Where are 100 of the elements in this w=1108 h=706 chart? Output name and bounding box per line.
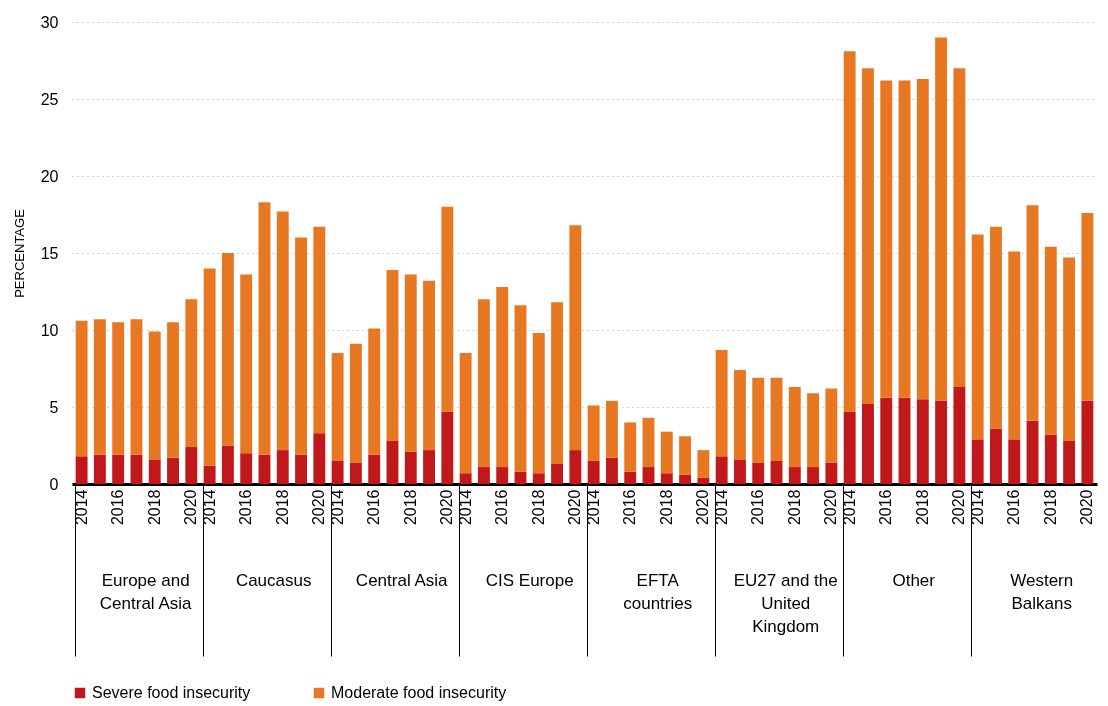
text: EU27 and the United Kingdom [733, 570, 838, 636]
x-tick-label: 2018 [1041, 489, 1059, 526]
x-tick-label: 2018 [657, 489, 675, 526]
bar [313, 226, 326, 434]
bar [825, 462, 838, 484]
bar [697, 450, 710, 478]
legend-label: Moderate food insecurity [331, 684, 507, 701]
x-tick-label: 2018 [401, 489, 419, 526]
x-tick-label: 2016 [877, 489, 895, 526]
bar [587, 405, 600, 461]
x-tick-label: 2020 [182, 489, 200, 526]
bar [1008, 439, 1021, 484]
bar [733, 370, 746, 460]
bar [953, 68, 966, 387]
bar [752, 377, 765, 463]
x-tick-label: 2016 [1005, 489, 1023, 526]
bar [916, 399, 929, 484]
text: Central Asia [355, 570, 449, 590]
bar [423, 280, 436, 451]
bar [75, 320, 88, 457]
y-tick-label: 20 [40, 167, 59, 185]
y-tick-label: 0 [49, 475, 59, 493]
bar [642, 467, 655, 484]
bar [990, 226, 1002, 429]
bar [1044, 434, 1057, 484]
bar [148, 459, 161, 484]
bar [715, 350, 728, 457]
bar [185, 299, 198, 448]
bar [404, 451, 417, 484]
bar [807, 467, 820, 484]
legend-label: Severe food insecurity [92, 684, 251, 701]
bar [349, 343, 362, 463]
bar [807, 393, 820, 468]
bar [569, 450, 582, 484]
bar [112, 322, 125, 455]
bar [697, 477, 710, 484]
x-tick-label: 2020 [822, 489, 840, 526]
x-tick-label: 2016 [493, 489, 511, 526]
bar [386, 440, 399, 484]
bar [386, 269, 399, 441]
bar [770, 377, 783, 461]
x-tick-label: 2016 [621, 489, 639, 526]
y-tick-label: 25 [40, 90, 59, 108]
bar [203, 268, 216, 466]
bar [167, 322, 179, 458]
bar [624, 471, 637, 484]
bar [477, 467, 490, 484]
bar [935, 400, 948, 484]
bar [1063, 440, 1076, 484]
bar [459, 473, 472, 484]
bar [551, 463, 564, 484]
x-tick-label: 2020 [566, 489, 584, 526]
bar [532, 333, 545, 474]
bar [496, 286, 509, 468]
bar [587, 460, 600, 484]
bar [898, 397, 911, 484]
bar [605, 457, 618, 484]
bar [1026, 420, 1039, 484]
bar [349, 462, 362, 484]
bar [240, 274, 253, 454]
bar [971, 234, 984, 440]
x-tick-label: 2016 [749, 489, 767, 526]
text: Europe and Central Asia [99, 570, 193, 613]
bar [258, 202, 271, 455]
x-tick-label: 2018 [913, 489, 931, 526]
x-tick-label: 2018 [273, 489, 291, 526]
y-axis-title: PERCENTAGE [11, 208, 27, 298]
bar [295, 237, 307, 455]
bar [221, 253, 234, 446]
bar [569, 225, 582, 451]
bar [916, 78, 929, 400]
bar [148, 331, 161, 460]
bar [331, 353, 344, 461]
bar [112, 454, 125, 484]
x-tick-label: 2020 [1078, 489, 1096, 526]
bar [843, 411, 856, 484]
bar [862, 68, 874, 404]
x-tick-label: 2018 [785, 489, 803, 526]
bar [331, 460, 344, 484]
bar [240, 453, 253, 484]
bar [1008, 251, 1021, 440]
x-tick-label: 2020 [950, 489, 968, 526]
bar [459, 353, 472, 474]
bar [551, 302, 564, 464]
bar [477, 299, 490, 468]
bar [93, 319, 106, 455]
x-tick-label: 2018 [145, 489, 163, 526]
bar [441, 411, 454, 484]
bar [1044, 246, 1057, 435]
bar [514, 471, 527, 484]
bar [642, 417, 655, 468]
bar [770, 460, 783, 484]
y-tick-label: 10 [40, 321, 59, 339]
bar [605, 400, 618, 458]
bar [990, 428, 1002, 484]
bar [130, 454, 143, 484]
x-tick-label: 2016 [365, 489, 383, 526]
bar [514, 305, 527, 472]
bar [313, 433, 326, 484]
bar [898, 80, 911, 398]
